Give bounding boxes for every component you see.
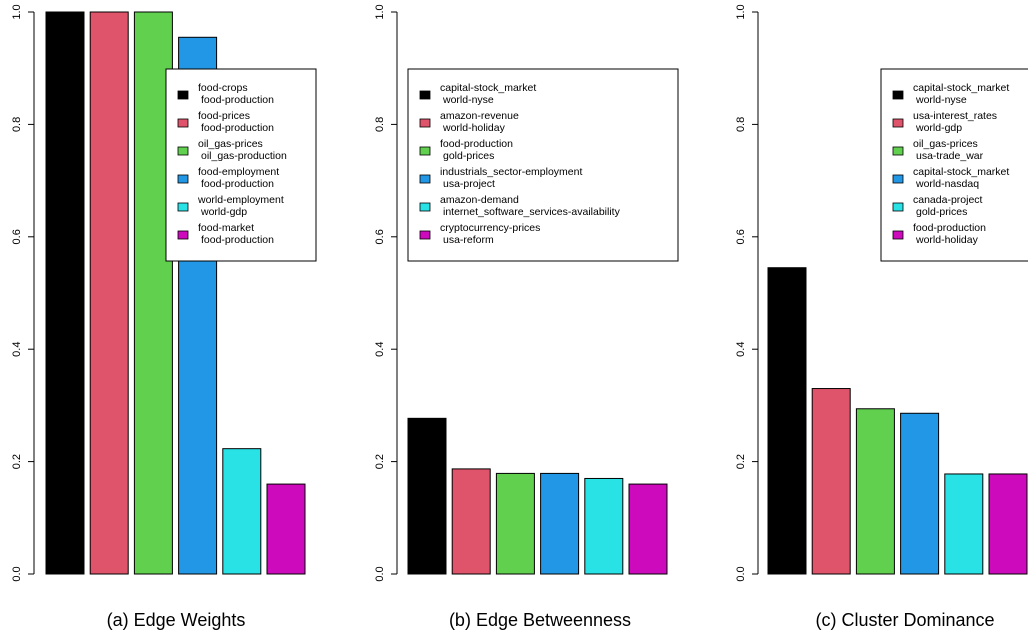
legend-label: world-holiday <box>915 234 979 246</box>
legend-label: capital-stock_market <box>913 82 1009 94</box>
legend-label: oil_gas-prices <box>913 138 978 150</box>
bar <box>407 417 447 575</box>
legend-label: food-production <box>201 94 274 106</box>
y-tick-label: 0.6 <box>374 229 386 244</box>
y-tick-label: 0.4 <box>11 342 23 357</box>
y-tick-label: 1.0 <box>11 4 23 19</box>
panel-caption: (a) Edge Weights <box>107 610 246 630</box>
legend-swatch <box>419 90 431 100</box>
legend-label: amazon-revenue <box>440 110 519 122</box>
bar <box>540 472 580 575</box>
bar <box>451 468 491 575</box>
legend-label: cryptocurrency-prices <box>440 222 540 234</box>
y-tick-label: 0.6 <box>735 229 747 244</box>
legend-swatch <box>892 90 904 100</box>
legend-label: gold-prices <box>916 206 967 218</box>
legend-label: capital-stock_market <box>913 166 1009 178</box>
bar <box>944 473 984 575</box>
legend-swatch <box>177 202 189 212</box>
y-tick-label: 1.0 <box>374 4 386 19</box>
legend-label: world-nyse <box>915 94 967 106</box>
legend-label: food-crops <box>198 82 248 94</box>
legend-label: capital-stock_market <box>440 82 536 94</box>
y-tick-label: 0.8 <box>374 117 386 132</box>
legend-label: usa-reform <box>443 234 494 246</box>
legend-swatch <box>892 118 904 128</box>
legend-box <box>165 68 317 262</box>
legend-swatch <box>419 230 431 240</box>
legend-label: world-nasdaq <box>915 178 979 190</box>
legend-label: food-production <box>201 122 274 134</box>
legend-label: amazon-demand <box>440 194 519 206</box>
bar <box>266 483 306 575</box>
bar <box>988 473 1028 575</box>
y-tick-label: 0.2 <box>374 454 386 469</box>
legend-swatch <box>892 202 904 212</box>
legend-label: usa-trade_war <box>916 150 984 162</box>
legend-swatch <box>177 230 189 240</box>
legend-label: food-employment <box>198 166 279 178</box>
legend-swatch <box>177 174 189 184</box>
legend-label: usa-project <box>443 178 495 190</box>
y-tick-label: 0.4 <box>735 342 747 357</box>
legend-swatch <box>419 202 431 212</box>
y-tick-label: 0.0 <box>11 566 23 581</box>
legend-label: food-production <box>913 222 986 234</box>
legend-label: food-production <box>201 178 274 190</box>
legend-label: world-holiday <box>442 122 506 134</box>
legend-label: usa-interest_rates <box>913 110 997 122</box>
bar <box>811 388 851 575</box>
y-tick-label: 0.0 <box>735 566 747 581</box>
legend-label: world-nyse <box>442 94 494 106</box>
bar <box>222 448 262 575</box>
legend-label: world-employment <box>197 194 284 206</box>
legend-label: oil_gas-production <box>201 150 287 162</box>
legend-swatch <box>892 174 904 184</box>
bar <box>45 11 85 575</box>
legend-label: industrials_sector-employment <box>440 166 582 178</box>
panel-caption: (b) Edge Betweenness <box>449 610 631 630</box>
y-tick-label: 0.8 <box>11 117 23 132</box>
legend-swatch <box>892 146 904 156</box>
legend-swatch <box>177 146 189 156</box>
legend-swatch <box>419 174 431 184</box>
legend-label: gold-prices <box>443 150 494 162</box>
y-tick-label: 0.2 <box>735 454 747 469</box>
legend-label: internet_software_services-availability <box>443 206 621 218</box>
legend-label: food-production <box>201 234 274 246</box>
y-tick-label: 0.8 <box>735 117 747 132</box>
y-tick-label: 1.0 <box>735 4 747 19</box>
legend-swatch <box>892 230 904 240</box>
panel-caption: (c) Cluster Dominance <box>815 610 994 630</box>
legend-swatch <box>419 146 431 156</box>
legend-label: world-gdp <box>915 122 962 134</box>
bar <box>900 412 940 575</box>
bar <box>89 11 129 575</box>
legend-swatch <box>177 118 189 128</box>
legend-box <box>407 68 679 262</box>
bar <box>495 472 535 575</box>
y-tick-label: 0.4 <box>374 342 386 357</box>
y-tick-label: 0.6 <box>11 229 23 244</box>
legend-label: oil_gas-prices <box>198 138 263 150</box>
y-tick-label: 0.2 <box>11 454 23 469</box>
legend-label: food-prices <box>198 110 250 122</box>
legend-swatch <box>419 118 431 128</box>
bar <box>628 483 668 575</box>
legend-label: food-market <box>198 222 254 234</box>
bar <box>855 408 895 575</box>
bar <box>584 477 624 575</box>
legend-label: canada-project <box>913 194 983 206</box>
y-tick-label: 0.0 <box>374 566 386 581</box>
bar <box>767 267 807 575</box>
legend-label: world-gdp <box>200 206 247 218</box>
legend-swatch <box>177 90 189 100</box>
legend-label: food-production <box>440 138 513 150</box>
legend-box <box>880 68 1028 262</box>
